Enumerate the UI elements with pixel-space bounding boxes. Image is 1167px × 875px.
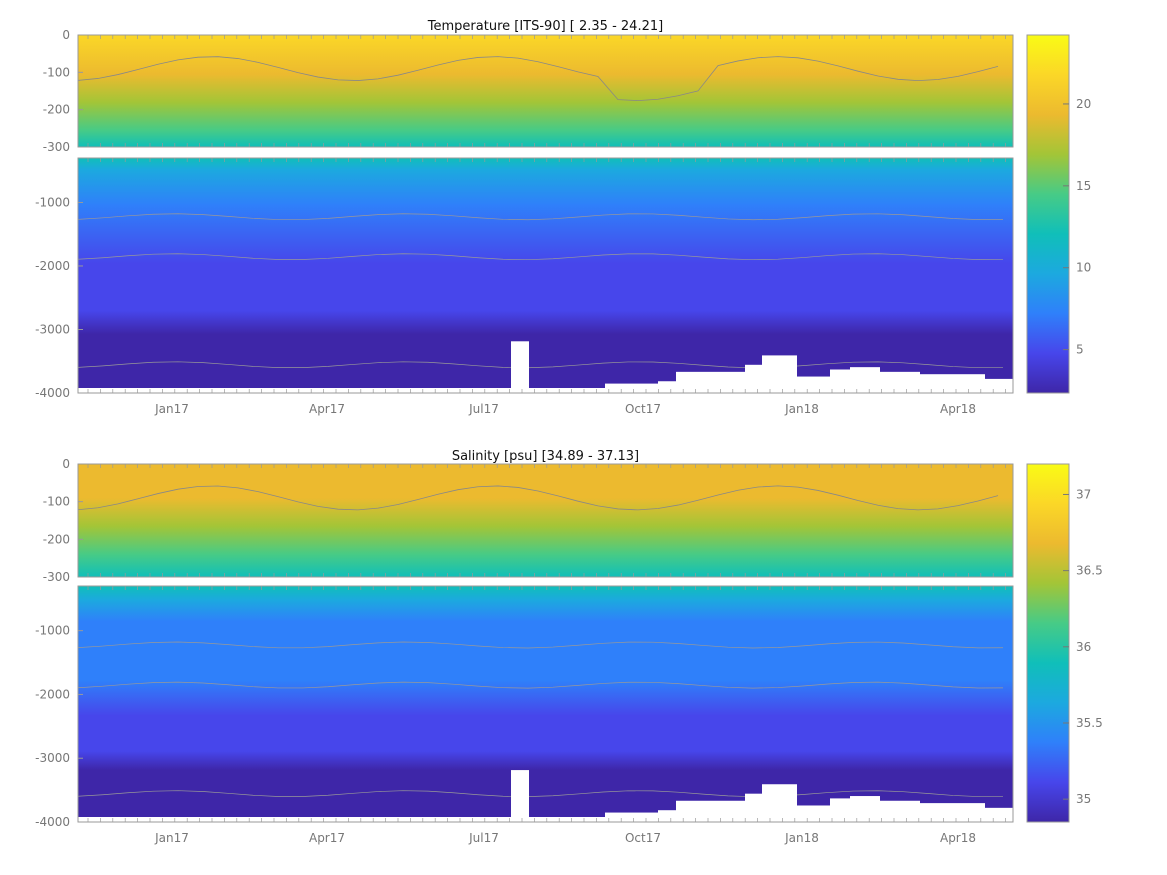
x-tick-label: Jul17 bbox=[468, 402, 499, 416]
upper-panel-field bbox=[78, 464, 1013, 577]
colorbar-tick-label: 15 bbox=[1076, 179, 1091, 193]
missing-data-region bbox=[676, 371, 745, 393]
y-tick-label: -1000 bbox=[35, 624, 70, 638]
missing-data-region bbox=[511, 341, 529, 393]
y-tick-label: -3000 bbox=[35, 751, 70, 765]
y-tick-label: -200 bbox=[43, 532, 70, 546]
x-tick-label: Jan18 bbox=[784, 402, 819, 416]
colorbar-tick-label: 5 bbox=[1076, 343, 1084, 357]
upper-panel-field bbox=[78, 35, 1013, 147]
missing-data-region bbox=[78, 817, 1013, 822]
y-tick-label: -300 bbox=[43, 140, 70, 154]
y-tick-label: 0 bbox=[62, 457, 70, 471]
y-tick-label: -4000 bbox=[35, 386, 70, 400]
missing-data-region bbox=[745, 364, 762, 393]
panel-frame bbox=[77, 157, 1014, 394]
missing-data-region bbox=[985, 807, 1013, 822]
colorbar-tick-label: 36.5 bbox=[1076, 564, 1103, 578]
x-tick-label: Apr18 bbox=[940, 402, 976, 416]
colorbar-tick-label: 10 bbox=[1076, 261, 1091, 275]
missing-data-region bbox=[745, 793, 762, 822]
x-tick-label: Jan17 bbox=[154, 831, 189, 845]
panel-frame bbox=[77, 34, 1014, 148]
panel-frame bbox=[77, 585, 1014, 823]
missing-data-region bbox=[920, 374, 985, 393]
colorbar bbox=[1026, 34, 1070, 394]
missing-data-region bbox=[762, 784, 797, 822]
colorbar-tick-label: 35 bbox=[1076, 792, 1091, 806]
colorbar-tick-label: 35.5 bbox=[1076, 716, 1103, 730]
x-tick-label: Apr17 bbox=[309, 402, 345, 416]
y-tick-label: 0 bbox=[62, 28, 70, 42]
missing-data-region bbox=[605, 383, 658, 393]
missing-data-region bbox=[511, 770, 529, 822]
missing-data-region bbox=[830, 369, 850, 393]
colorbar-tick-label: 37 bbox=[1076, 487, 1091, 501]
x-tick-label: Jan17 bbox=[154, 402, 189, 416]
colorbar bbox=[1026, 463, 1070, 823]
temperature-plot: Temperature [ITS-90] [ 2.35 - 24.21] 0 -10… bbox=[35, 19, 1091, 416]
missing-data-region bbox=[676, 800, 745, 822]
contour-line bbox=[77, 681, 1004, 689]
colorbar-tick-label: 20 bbox=[1076, 97, 1091, 111]
missing-data-region bbox=[830, 798, 850, 822]
contour-line bbox=[77, 253, 1004, 261]
contour-line bbox=[77, 56, 999, 101]
missing-data-region bbox=[605, 812, 658, 822]
missing-data-region bbox=[658, 381, 676, 393]
y-tick-label: -100 bbox=[43, 65, 70, 79]
missing-data-region bbox=[850, 367, 880, 393]
panel-frame bbox=[77, 463, 1014, 578]
chart-title: Salinity [psu] [34.89 - 37.13] bbox=[452, 449, 639, 464]
missing-data-region bbox=[880, 800, 920, 822]
missing-data-region bbox=[920, 803, 985, 822]
missing-data-region bbox=[850, 796, 880, 822]
salinity-plot: Salinity [psu] [34.89 - 37.13] 0 -100 -200 -… bbox=[35, 449, 1103, 845]
y-tick-label: -2000 bbox=[35, 259, 70, 273]
x-tick-label: Apr17 bbox=[309, 831, 345, 845]
y-tick-label: -4000 bbox=[35, 815, 70, 829]
x-tick-label: Apr18 bbox=[940, 831, 976, 845]
x-tick-label: Jul17 bbox=[468, 831, 499, 845]
y-tick-label: -2000 bbox=[35, 687, 70, 701]
x-tick-label: Jan18 bbox=[784, 831, 819, 845]
lower-panel-field bbox=[78, 586, 1013, 822]
missing-data-region bbox=[797, 805, 830, 822]
missing-data-region bbox=[985, 378, 1013, 393]
y-tick-label: -200 bbox=[43, 103, 70, 117]
contour-line bbox=[77, 485, 999, 511]
y-tick-label: -100 bbox=[43, 495, 70, 509]
missing-data-region bbox=[78, 388, 1013, 393]
missing-data-region bbox=[797, 376, 830, 393]
missing-data-region bbox=[880, 371, 920, 393]
contour-line bbox=[77, 213, 1004, 221]
contour-line bbox=[77, 641, 1004, 649]
x-tick-label: Oct17 bbox=[625, 402, 661, 416]
missing-data-region bbox=[762, 355, 797, 393]
missing-data-region bbox=[658, 810, 676, 822]
y-tick-label: -300 bbox=[43, 570, 70, 584]
x-tick-label: Oct17 bbox=[625, 831, 661, 845]
lower-panel-field bbox=[78, 158, 1013, 393]
chart-title: Temperature [ITS-90] [ 2.35 - 24.21] bbox=[427, 19, 663, 34]
y-tick-label: -1000 bbox=[35, 195, 70, 209]
y-tick-label: -3000 bbox=[35, 322, 70, 336]
colorbar-tick-label: 36 bbox=[1076, 640, 1091, 654]
